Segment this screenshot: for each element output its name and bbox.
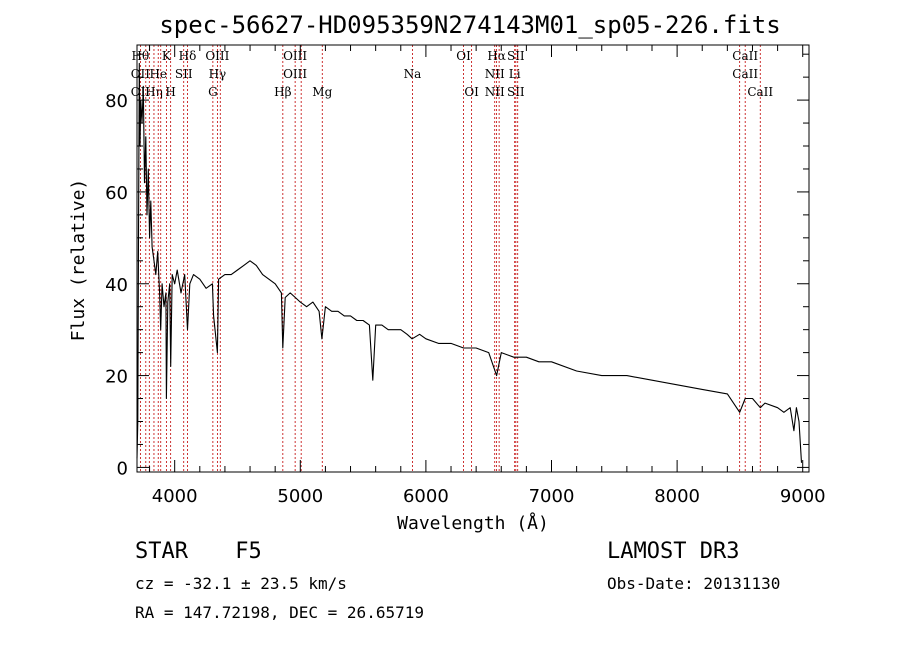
line-label: Hη [145, 85, 163, 99]
y-tick-label: 60 [105, 183, 128, 204]
line-label: OII [131, 67, 151, 81]
line-label: Hδ [179, 49, 197, 63]
x-axis: 4000 5000 6000 7000 8000 9000 [149, 45, 826, 507]
chart-title: spec-56627-HD095359N274143M01_sp05-226.f… [159, 11, 780, 39]
x-tick-label: 4000 [152, 486, 198, 507]
x-tick-label: 9000 [780, 486, 826, 507]
spectrum-series [136, 62, 803, 463]
y-axis: 0 20 40 60 80 [105, 53, 809, 479]
x-tick-label: 7000 [529, 486, 575, 507]
line-label: Hγ [209, 67, 227, 81]
y-tick-label: 40 [105, 275, 128, 296]
line-label: H [165, 85, 175, 99]
line-label: CaII [732, 49, 758, 63]
line-label: OIII [283, 67, 307, 81]
x-axis-label: Wavelength (Å) [397, 512, 549, 534]
line-label: CaII [732, 67, 758, 81]
x-tick-label: 8000 [654, 486, 700, 507]
line-label: Hβ [274, 85, 291, 99]
line-label: K [162, 49, 172, 63]
emission-line-markers: HθOIIOIIHηHeKHSIIHδGOIIIHγHβOIIIOIIIMgNa… [131, 45, 773, 472]
survey-label: LAMOST DR3 [607, 539, 740, 564]
line-label: SII [507, 49, 525, 63]
line-label: OIII [283, 49, 307, 63]
radec-label: RA = 147.72198, DEC = 26.65719 [135, 603, 424, 622]
obs-date-label: Obs-Date: 20131130 [607, 574, 781, 593]
line-label: NII [485, 85, 505, 99]
x-tick-label: 5000 [277, 486, 323, 507]
line-label: OI [456, 49, 471, 63]
line-label: Li [509, 67, 521, 81]
y-tick-label: 80 [105, 91, 128, 112]
line-label: Na [404, 67, 422, 81]
y-tick-label: 20 [105, 367, 128, 388]
line-label: He [149, 67, 167, 81]
line-label: SII [175, 67, 193, 81]
line-label: Mg [312, 85, 332, 99]
line-label: Hθ [132, 49, 150, 63]
redshift-label: cz = -32.1 ± 23.5 km/s [135, 574, 347, 593]
y-tick-label: 0 [117, 458, 128, 479]
line-label: NII [485, 67, 505, 81]
line-label: OI [464, 85, 479, 99]
line-label: OIII [205, 49, 229, 63]
y-axis-label: Flux (relative) [68, 179, 89, 342]
line-label: OII [131, 85, 151, 99]
class-label: STAR [135, 539, 188, 564]
line-label: Hα [487, 49, 506, 63]
line-label: SII [507, 85, 525, 99]
x-tick-label: 6000 [403, 486, 449, 507]
subclass-label: F5 [235, 539, 262, 564]
line-label: G [208, 85, 218, 99]
plot-frame [136, 44, 810, 473]
line-label: CaII [747, 85, 773, 99]
spectrum-line [136, 62, 803, 463]
